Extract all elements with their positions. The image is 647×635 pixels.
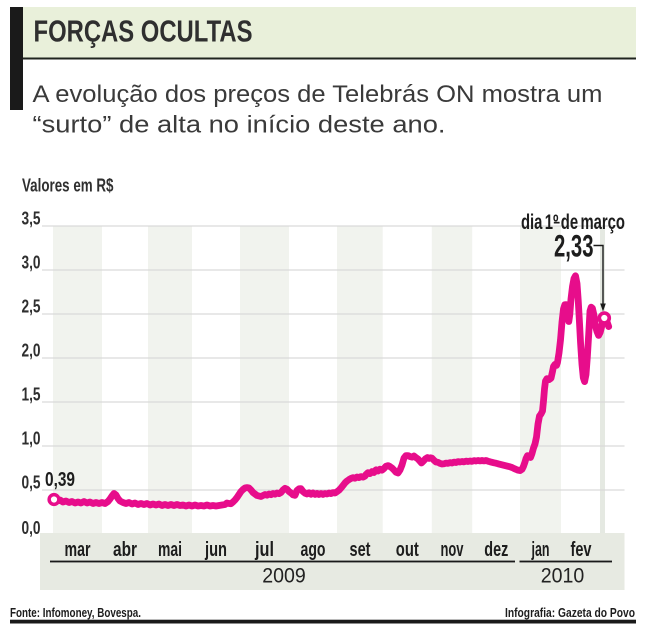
svg-text:abr: abr bbox=[113, 539, 137, 561]
svg-text:1,0: 1,0 bbox=[22, 429, 41, 449]
svg-text:nov: nov bbox=[441, 539, 465, 561]
svg-text:ago: ago bbox=[301, 539, 326, 561]
svg-text:Fonte: Infomoney, Bovespa.: Fonte: Infomoney, Bovespa. bbox=[10, 606, 141, 620]
svg-text:A evolução dos preços de Teleb: A evolução dos preços de Telebrás ON mos… bbox=[33, 81, 603, 108]
svg-text:2,0: 2,0 bbox=[22, 341, 41, 361]
svg-text:3,5: 3,5 bbox=[22, 209, 41, 229]
svg-text:dia 1º de março: dia 1º de março bbox=[521, 211, 625, 234]
svg-text:2,33: 2,33 bbox=[554, 228, 594, 264]
svg-text:out: out bbox=[396, 539, 419, 561]
svg-text:2010: 2010 bbox=[541, 565, 585, 588]
svg-text:0,5: 0,5 bbox=[22, 473, 41, 493]
svg-text:jan: jan bbox=[531, 539, 550, 561]
svg-text:Infografia: Gazeta do Povo: Infografia: Gazeta do Povo bbox=[505, 606, 635, 620]
svg-text:fev: fev bbox=[571, 539, 593, 561]
svg-text:mar: mar bbox=[65, 539, 91, 561]
svg-text:Valores em R$: Valores em R$ bbox=[22, 174, 114, 195]
svg-text:“surto” de alta no início dest: “surto” de alta no início deste ano. bbox=[33, 112, 446, 139]
svg-text:FORÇAS OCULTAS: FORÇAS OCULTAS bbox=[34, 15, 253, 49]
svg-text:2009: 2009 bbox=[262, 565, 306, 588]
svg-text:jul: jul bbox=[254, 539, 274, 561]
svg-text:jun: jun bbox=[204, 539, 227, 561]
svg-text:1,5: 1,5 bbox=[22, 385, 41, 405]
svg-text:3,0: 3,0 bbox=[22, 253, 41, 273]
svg-text:2,5: 2,5 bbox=[22, 297, 41, 317]
svg-text:0,0: 0,0 bbox=[22, 518, 41, 538]
svg-text:0,39: 0,39 bbox=[45, 469, 75, 491]
svg-text:mai: mai bbox=[158, 539, 182, 561]
svg-text:dez: dez bbox=[484, 539, 508, 561]
svg-text:set: set bbox=[350, 539, 371, 561]
